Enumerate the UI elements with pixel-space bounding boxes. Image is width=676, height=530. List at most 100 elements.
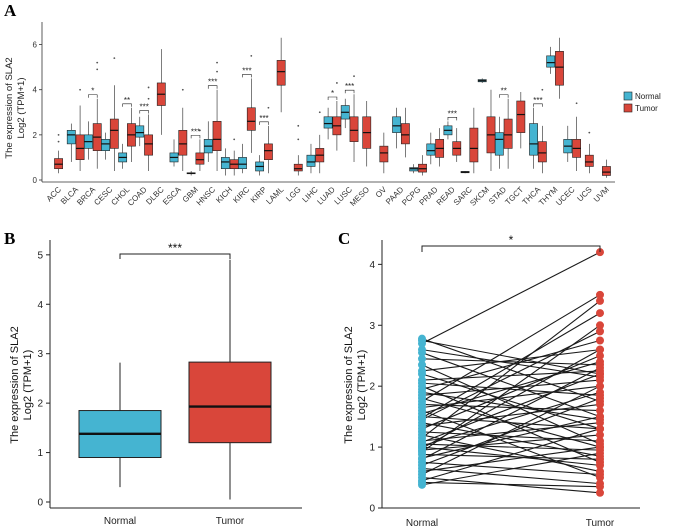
pair-line (421, 338, 601, 402)
panel-a-ylabel-line2: Log2 (TPM+1) (16, 78, 27, 139)
tumor-point (596, 424, 604, 433)
panel-c-pair-lines (421, 251, 601, 494)
panel-a-yticks: 0 2 4 6 (33, 41, 42, 185)
cancer-group-dlbc (156, 49, 166, 135)
outlier-point (336, 82, 338, 84)
cancer-group-tgct (516, 91, 526, 149)
tumor-coad-box (144, 134, 153, 156)
panel-b-letter: B (4, 229, 15, 248)
normal-point (418, 360, 426, 369)
panel-b-ytick-label: 0 (37, 498, 43, 509)
tumor-box (188, 361, 272, 444)
sig-bracket (190, 135, 201, 139)
cancer-group-hnsc: *** (203, 61, 222, 171)
pair-line (421, 385, 601, 463)
normal-point (418, 366, 426, 375)
panel-c-points (418, 248, 604, 497)
sig-bracket (207, 85, 218, 89)
sig-label: * (331, 89, 334, 98)
outlier-point (216, 70, 218, 73)
normal-point (418, 345, 426, 354)
panel-b-ylabel-line1: The expression of SLA2 (9, 326, 21, 443)
normal-kich-box (220, 157, 230, 170)
panel-c-ytick-label: 2 (369, 382, 375, 393)
legend-normal-swatch (623, 91, 633, 101)
tumor-blca-box (75, 134, 85, 160)
cancer-group-meso (362, 101, 372, 167)
panel-c-bracket-line (421, 245, 601, 252)
tumor-point (596, 458, 604, 467)
legend-tumor-label: Tumor (635, 104, 658, 113)
panel-b-axes (49, 240, 302, 509)
tumor-point (596, 488, 604, 497)
tumor-point (596, 397, 604, 406)
pair-line (421, 312, 601, 419)
pair-line (421, 434, 601, 472)
pair-line (421, 349, 601, 372)
pair-line (421, 382, 601, 396)
panel-c-ytick-label: 4 (369, 260, 375, 271)
xtick-label: KIRC (231, 185, 251, 205)
sig-bracket (344, 89, 355, 94)
sig-bracket (499, 94, 509, 98)
pair-line (421, 300, 601, 439)
normal-point (418, 376, 426, 385)
outlier-point (96, 61, 99, 64)
tumor-ucs-box (584, 154, 594, 167)
xtick-label: UVM (592, 185, 611, 204)
normal-prad-box (426, 143, 436, 156)
pair-line (421, 434, 601, 451)
cancer-group-kirc: *** (238, 54, 256, 174)
outlier-point (318, 111, 321, 114)
outlier-point (181, 88, 184, 91)
sig-bracket (259, 121, 269, 125)
tumor-kirp-box (264, 143, 273, 160)
pair-line (421, 391, 601, 421)
sig-label: * (91, 87, 94, 96)
tumor-point (596, 412, 604, 421)
sig-label: *** (191, 127, 200, 136)
cancer-group-prad (426, 128, 445, 167)
sig-label: ** (124, 96, 130, 105)
normal-kirc-box (238, 157, 247, 170)
panel-a-xtick-labels: ACCBLCABRCACESCCHOLCOADDLBCESCAGBMHNSCKI… (45, 185, 611, 208)
panel-a-axes (41, 22, 615, 183)
pair-line (421, 349, 601, 378)
pair-line (421, 403, 601, 412)
outlier-point (96, 68, 99, 71)
outlier-point (233, 138, 236, 141)
cancer-group-stad: ** (494, 87, 513, 169)
xtick-label: UCEC (554, 185, 577, 208)
panel-b-xlabel-tumor: Tumor (216, 516, 245, 527)
sig-label: *** (533, 96, 542, 105)
outlier-point (297, 138, 300, 141)
panel-b-ytick-label: 3 (37, 349, 43, 360)
panel-b-significance: *** (168, 241, 182, 255)
tumor-point (596, 345, 604, 354)
tumor-kirc-box (246, 107, 256, 131)
cancer-group-blca (66, 88, 85, 171)
sig-label: *** (448, 109, 457, 118)
cancer-group-sarc (460, 107, 479, 174)
pair-line (421, 349, 601, 449)
tumor-cesc-box (109, 118, 119, 149)
panel-c-letter: C (338, 229, 350, 248)
tumor-ov-box (379, 145, 389, 163)
sig-bracket (88, 94, 98, 98)
tumor-lusc-box (349, 116, 359, 142)
normal-point (418, 354, 426, 363)
normal-blca-box (66, 130, 76, 145)
sig-bracket (533, 103, 543, 107)
xtick-label: PCPG (400, 185, 422, 207)
normal-stad-box (494, 132, 504, 156)
sig-label: *** (345, 82, 354, 91)
cancer-group-gbm: *** (186, 127, 205, 176)
tumor-sarc-box (469, 127, 479, 163)
panel-c-xlabel-normal: Normal (406, 518, 438, 529)
tumor-point (596, 351, 604, 360)
panel-b-ytick-label: 4 (37, 300, 43, 311)
panel-c-significance: * (509, 233, 514, 247)
cancer-group-cesc (101, 57, 119, 171)
tumor-point (596, 327, 604, 336)
